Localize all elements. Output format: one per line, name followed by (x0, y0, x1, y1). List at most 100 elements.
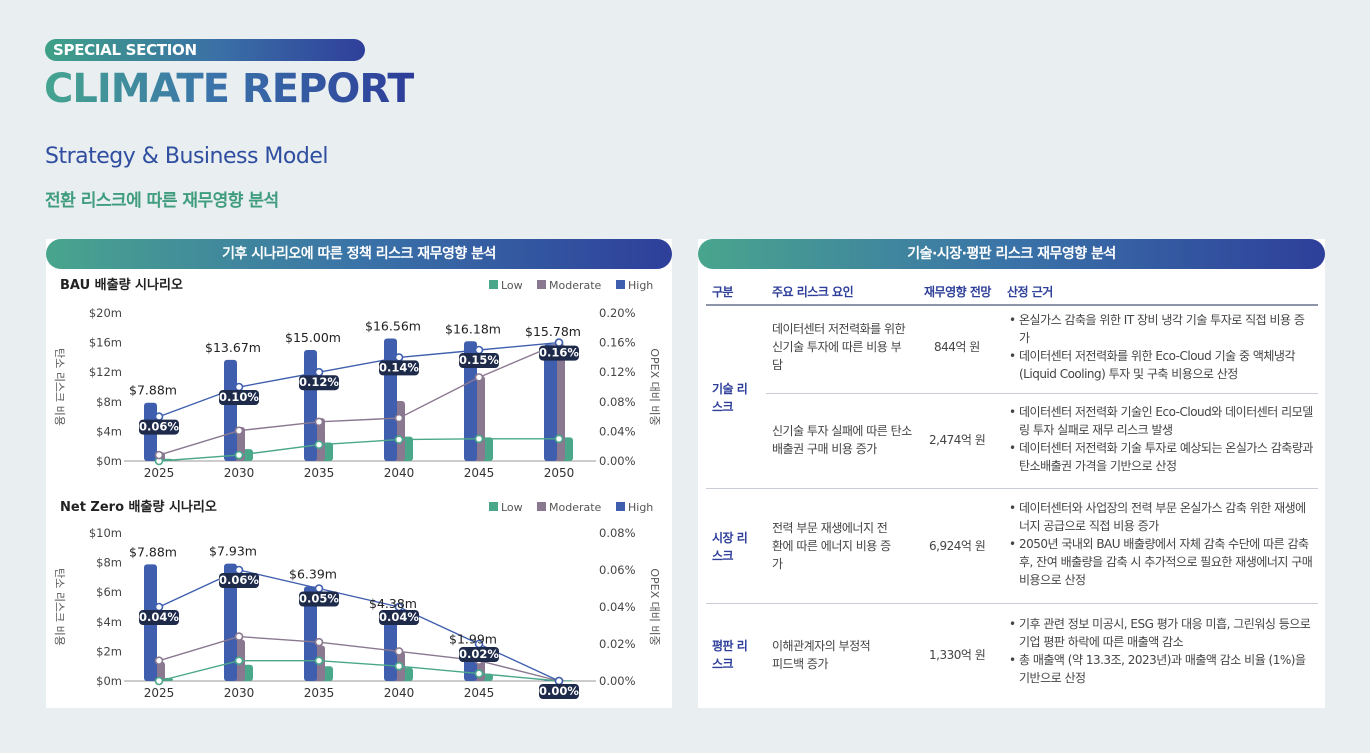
bar-value-label: $15.00m (285, 330, 341, 345)
bar-value-label: $15.78m (525, 324, 581, 339)
legend-label: Low (501, 501, 523, 514)
header-divider (706, 304, 1318, 306)
basis-row-1: 온실가스 감축을 위한 IT 장비 냉각 기술 투자로 직접 비용 증가 데이터… (1009, 311, 1314, 383)
line-low (158, 659, 560, 682)
tech-market-reputation-panel: 기술·시장·평판 리스크 재무영향 분석 구분 주요 리스크 요인 재무영향 전… (698, 239, 1325, 708)
bar-value-label: $16.18m (445, 321, 501, 336)
bar-high (304, 586, 317, 681)
pct-badge (459, 647, 499, 662)
bar-value-label: $7.88m (129, 544, 177, 559)
pct-badge (379, 360, 419, 376)
bar-high (544, 344, 557, 461)
pct-badge (219, 390, 259, 405)
line-point-low (234, 450, 244, 460)
y-tick-label: $16m (89, 336, 122, 350)
pct-label: 0.04% (379, 610, 419, 624)
pct-label: 0.14% (379, 360, 419, 374)
pct-badge (139, 419, 179, 435)
line-point-low (554, 434, 564, 444)
bar-value-label: $13.67m (205, 340, 261, 355)
pct-label: 0.05% (299, 592, 339, 606)
tech-market-reputation-panel-title: 기술·시장·평판 리스크 재무영향 분석 (698, 239, 1325, 269)
pct-badge (219, 573, 259, 588)
legend-swatch (537, 280, 546, 289)
x-tick-label: 2030 (224, 466, 255, 480)
line-point-moderate (154, 656, 164, 665)
policy-risk-charts: BAU 배출량 시나리오 Low Moderate High $0m $4m $8m $12m… (53, 277, 661, 700)
impact-row-1: 844억 원 (934, 340, 980, 354)
bar-high (224, 563, 237, 681)
pct-label: 0.16% (539, 346, 579, 360)
legend-swatch (537, 502, 546, 511)
x-tick-label: 2045 (464, 686, 495, 700)
pct-badge (379, 610, 419, 625)
category-tech: 기술 리스크 (712, 382, 748, 414)
x-tick-label: 2045 (464, 466, 495, 480)
basis-row-4: 기후 관련 정보 미공시, ESG 평가 대응 미흡, 그린워싱 등으로 기업 … (1009, 615, 1314, 687)
y2-tick-label: 0.16% (599, 336, 636, 350)
x-tick-label: 2040 (384, 466, 415, 480)
factor-row-4: 이해관계자의 부정적 피드백 증가 (772, 639, 871, 671)
legend-label: Low (501, 279, 523, 292)
column-header-impact: 재무영향 전망 (924, 285, 991, 299)
bar-value-label: $1.99m (449, 632, 497, 647)
line-point-low (474, 434, 484, 444)
y-tick-label: $8m (96, 556, 122, 570)
legend-swatch (616, 280, 625, 289)
line-point-moderate (314, 637, 324, 647)
column-header-factor: 주요 리스크 요인 (772, 285, 854, 299)
row-divider (706, 488, 1318, 489)
line-point-moderate (234, 632, 244, 641)
chart-title: Net Zero 배출량 시나리오 (60, 499, 217, 515)
special-section-label: SPECIAL SECTION (45, 39, 365, 61)
y-tick-label: $0m (96, 674, 122, 688)
y2-tick-label: 0.08% (599, 526, 636, 540)
line-point-low (314, 656, 324, 665)
impact-row-4: 1,330억 원 (929, 648, 986, 662)
pct-label: 0.02% (459, 647, 499, 661)
category-reputation: 평판 리스크 (712, 639, 748, 671)
line-moderate (158, 635, 560, 682)
y-tick-label: $2m (96, 644, 122, 658)
factor-row-1: 데이터센터 저전력화를 위한 신기술 투자에 따른 비용 부담 (772, 322, 906, 372)
basis-item: 데이터센터 저전력화를 위한 Eco-Cloud 기술 중 액체냉각 (Liqu… (1009, 347, 1314, 383)
section-subtitle: 전환 리스크에 따른 재무영향 분석 (45, 191, 279, 211)
x-tick-label: 2030 (224, 686, 255, 700)
line-point-moderate (394, 413, 404, 423)
x-tick-label: 2040 (384, 686, 415, 700)
line-point-low (394, 661, 404, 671)
legend-label: High (628, 279, 653, 292)
basis-item: 온실가스 감축을 위한 IT 장비 냉각 기술 투자로 직접 비용 증가 (1009, 311, 1314, 347)
factor-row-3: 전력 부문 재생에너지 전환에 따른 에너지 비용 증가 (772, 521, 891, 571)
y-tick-label: $10m (89, 526, 122, 540)
impact-row-2: 2,474억 원 (929, 433, 986, 447)
y-tick-label: $0m (96, 454, 122, 468)
pct-label: 0.00% (539, 684, 579, 698)
bar-value-label: $7.93m (209, 544, 257, 559)
y-tick-label: $4m (96, 424, 122, 438)
bar-high (464, 341, 477, 461)
y-tick-label: $8m (96, 395, 122, 409)
basis-item: 데이터센터와 사업장의 전력 부문 온실가스 감축 위한 재생에너지 공급으로 … (1009, 499, 1314, 535)
x-tick-label: 2025 (144, 466, 175, 480)
bar-value-label: $16.56m (365, 318, 421, 333)
basis-item: 총 매출액 (약 13.3조, 2023년)과 매출액 감소 비율 (1%)을 … (1009, 651, 1314, 687)
basis-item: 2050년 국내외 BAU 배출량에서 자체 감축 수단에 따른 감축 후, 잔… (1009, 535, 1314, 589)
legend-swatch (489, 280, 498, 289)
line-moderate (158, 342, 560, 456)
pct-badge (459, 353, 499, 368)
line-point-moderate (234, 426, 244, 435)
y2-tick-label: 0.12% (599, 365, 636, 379)
line-point-low (234, 656, 244, 665)
line-low (158, 438, 559, 462)
basis-item: 데이터센터 저전력화 기술인 Eco-Cloud와 데이터센터 리모델링 투자 … (1009, 403, 1314, 439)
y2-tick-label: 0.04% (599, 424, 636, 438)
pct-label: 0.06% (219, 573, 259, 587)
chart-title: BAU 배출량 시나리오 (60, 277, 183, 293)
y-tick-label: $12m (89, 365, 122, 379)
y2-tick-label: 0.04% (599, 600, 636, 614)
y-axis-title: 탄소 리스크 비용 (53, 348, 66, 426)
y-tick-label: $6m (96, 585, 122, 599)
bar-high (224, 359, 237, 461)
legend-swatch (616, 502, 625, 511)
